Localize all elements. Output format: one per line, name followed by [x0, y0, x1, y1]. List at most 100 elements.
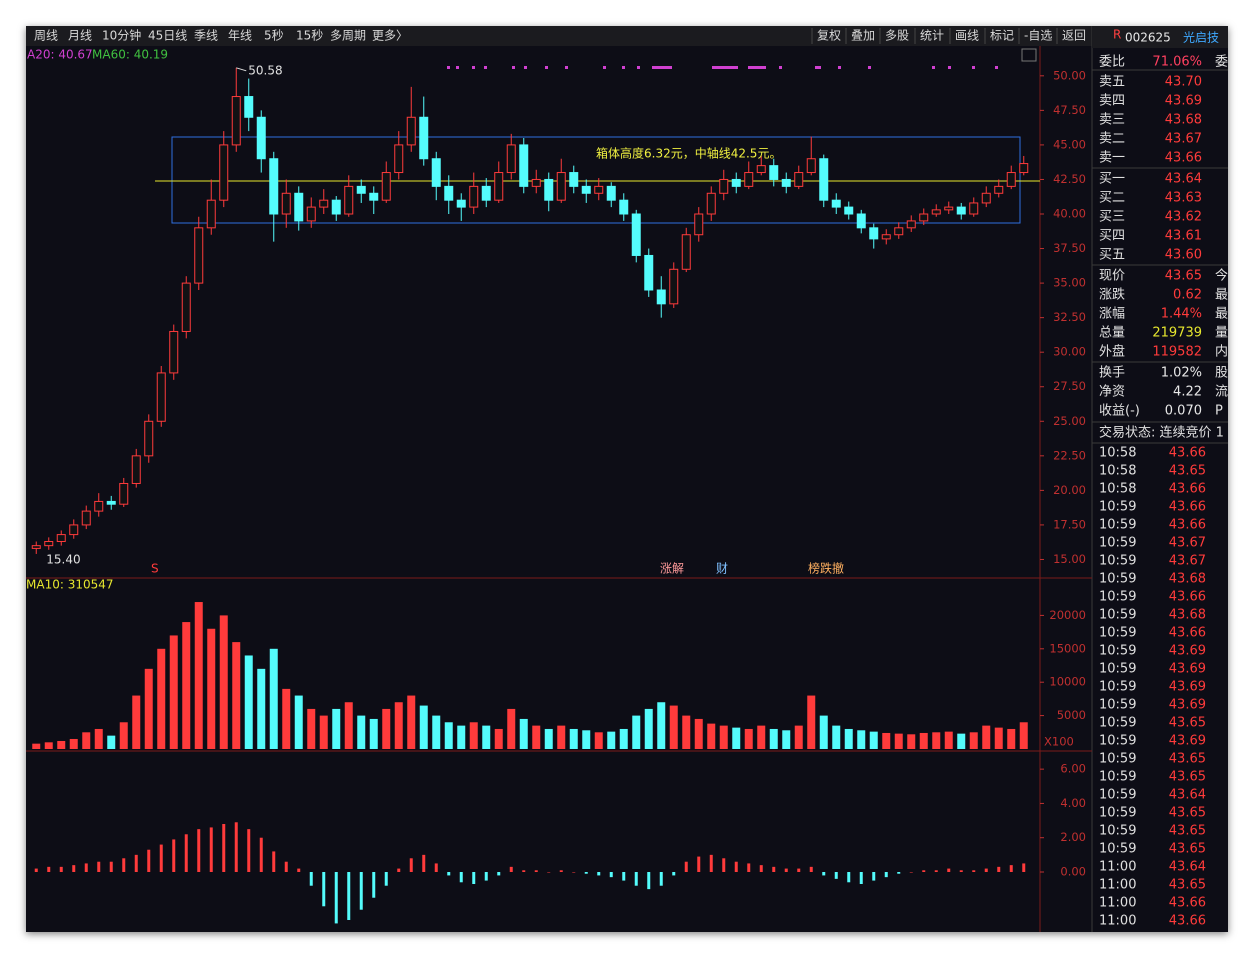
signal-dots [447, 66, 998, 69]
volume-bar [107, 735, 116, 749]
toolbar-button[interactable]: 更多〉 [372, 29, 408, 43]
candle-body [944, 206, 954, 211]
quote-label: 最 [1215, 288, 1228, 303]
trade-time: 10:59 [1099, 572, 1136, 587]
event-marker[interactable]: 涨解 [660, 561, 684, 576]
quote-label: 卖三 [1099, 113, 1125, 128]
quote-value: 43.67 [1165, 132, 1202, 147]
toolbar-button[interactable]: 月线 [68, 29, 92, 43]
event-marker[interactable]: S [151, 562, 159, 576]
stock-code: 002625 [1125, 31, 1171, 45]
candle-body [856, 213, 866, 229]
candle-body [994, 185, 1004, 194]
trade-time: 10:58 [1099, 446, 1136, 461]
volume-bar [757, 725, 766, 749]
panel-button[interactable] [1021, 48, 1037, 62]
trade-time: 10:59 [1099, 536, 1136, 551]
candle-body [919, 213, 929, 222]
trade-price: 43.69 [1169, 698, 1206, 713]
ma-legend: A20: 40.67 [27, 48, 93, 62]
candle-body [419, 116, 429, 160]
candle-body [481, 185, 491, 201]
volume-bar [157, 648, 166, 749]
candle-body [606, 185, 616, 201]
volume-bar [882, 732, 891, 749]
volume-bar [407, 695, 416, 749]
volume-bar [807, 695, 816, 749]
macd-bar [659, 872, 663, 886]
candle-body [394, 144, 404, 174]
toolbar-button[interactable]: 45日线 [148, 29, 187, 43]
volume-bar [907, 734, 916, 749]
volume-bar [894, 733, 903, 749]
macd-bar [347, 872, 351, 920]
macd-bar [859, 872, 863, 884]
quote-value: 71.06% [1152, 55, 1202, 70]
toolbar-button[interactable]: 多股 [885, 29, 909, 43]
trade-time: 10:59 [1099, 590, 1136, 605]
event-marker[interactable]: 榜跌撤 [808, 561, 844, 576]
quote-value: 43.61 [1165, 229, 1202, 244]
macd-bar [834, 872, 838, 879]
quote-label: 委 [1215, 55, 1228, 70]
low-label: 15.40 [46, 552, 80, 566]
volume-bar [932, 732, 941, 749]
toolbar-button[interactable]: 5秒 [264, 29, 284, 43]
toolbar-button[interactable]: 15秒 [296, 29, 323, 43]
volume-bar [369, 718, 378, 749]
toolbar-button[interactable]: 标记 [990, 29, 1014, 43]
toolbar-button[interactable]: 画线 [955, 29, 979, 43]
quote-label: 买四 [1099, 229, 1125, 244]
trade-time: 10:59 [1099, 680, 1136, 695]
toolbar-button[interactable]: 年线 [228, 29, 252, 43]
toolbar-button[interactable]: 10分钟 [102, 28, 141, 43]
toolbar-button[interactable]: -自选 [1024, 29, 1052, 43]
volume-bar [319, 715, 328, 749]
candle-body [469, 185, 479, 208]
toolbar-button[interactable]: 多周期 [330, 29, 366, 43]
candle-body [181, 282, 191, 332]
macd-bar [609, 872, 613, 878]
macd-bar [272, 851, 276, 872]
event-marker[interactable]: 财 [716, 562, 728, 576]
volume-bar [219, 615, 228, 749]
candle-body [869, 227, 879, 240]
macd-bar [634, 872, 638, 886]
candle-body [681, 234, 691, 270]
quote-label: 卖五 [1099, 75, 1125, 90]
y-tick-label: 6.00 [1060, 762, 1086, 776]
volume-bar [669, 705, 678, 749]
trade-price: 43.65 [1169, 806, 1206, 821]
candle-body [231, 96, 241, 146]
macd-bar [922, 870, 926, 872]
macd-bar [372, 872, 376, 898]
candle-body [306, 206, 316, 222]
candle-body [331, 199, 341, 215]
candle-body [256, 116, 266, 160]
macd-bar [847, 872, 851, 883]
macd-bar [359, 872, 363, 910]
candle-body [519, 144, 529, 187]
toolbar-button[interactable]: 叠加 [851, 29, 875, 43]
volume-bar [132, 695, 141, 749]
volume-bar [682, 715, 691, 749]
candle-body [56, 534, 66, 543]
volume-bar [594, 732, 603, 749]
quote-value: 43.66 [1165, 151, 1202, 166]
candle-body [369, 192, 379, 201]
toolbar-button[interactable]: 复权 [817, 29, 841, 43]
volume-bar [57, 740, 66, 749]
quote-value: 43.63 [1165, 191, 1202, 206]
macd-bar [734, 861, 738, 872]
box-annotation: 箱体高度6.32元，中轴线42.5元。 [596, 146, 781, 161]
toolbar-button[interactable]: 返回 [1062, 29, 1086, 43]
quote-label: 内 [1215, 344, 1228, 360]
quote-value: 0.070 [1165, 404, 1202, 419]
toolbar-button[interactable]: 季线 [194, 29, 218, 43]
toolbar-button[interactable]: 周线 [34, 29, 58, 43]
volume-bar [619, 728, 628, 749]
trade-price: 43.69 [1169, 644, 1206, 659]
volume-bar [232, 642, 241, 749]
toolbar-button[interactable]: 统计 [920, 29, 944, 43]
candle-body [669, 268, 679, 305]
